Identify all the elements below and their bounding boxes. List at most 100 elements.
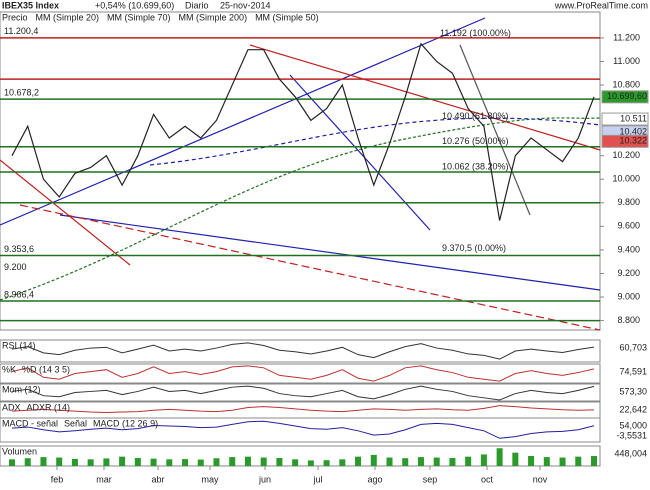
y-tick-label: 8.800 bbox=[617, 315, 640, 325]
panel-value: 573,30 bbox=[619, 386, 647, 396]
volume-bar bbox=[575, 456, 582, 466]
volume-bar bbox=[119, 456, 126, 466]
fib-label: 10.062 (38.20%) bbox=[442, 161, 509, 171]
volume-bar bbox=[182, 459, 189, 466]
volume-bar bbox=[24, 458, 31, 466]
x-tick-label: sep bbox=[423, 474, 438, 484]
volume-bar bbox=[480, 454, 487, 466]
x-tick-label: jul bbox=[312, 474, 322, 484]
price-line bbox=[11, 42, 595, 221]
y-tick-label: 11.200 bbox=[613, 32, 640, 42]
y-tick-label: 9.800 bbox=[617, 197, 640, 207]
volume-bar bbox=[512, 452, 519, 466]
panel-value: 74,591 bbox=[619, 366, 647, 376]
indicator-panel bbox=[0, 339, 601, 363]
x-tick-label: jun bbox=[258, 474, 271, 484]
volume-bar bbox=[71, 458, 78, 466]
volume-bar bbox=[276, 458, 283, 466]
panel-title: %D (14 3 5) bbox=[22, 364, 70, 374]
volume-bar bbox=[9, 459, 15, 466]
price-label: 10.402 bbox=[619, 126, 647, 136]
volume-bar bbox=[292, 459, 299, 466]
price-label: 10.322 bbox=[619, 136, 647, 146]
volume-bar bbox=[402, 458, 409, 466]
period: Diario bbox=[185, 0, 209, 10]
panel-title: Señal bbox=[64, 418, 87, 428]
price-label-box bbox=[601, 112, 649, 126]
indicator-line bbox=[11, 365, 595, 382]
left-label: 9.353,6 bbox=[4, 244, 34, 254]
left-label: 8.966,4 bbox=[4, 289, 34, 299]
panel-value: 22,642 bbox=[619, 404, 647, 414]
x-tick-label: mar bbox=[96, 474, 112, 484]
indicator-line bbox=[11, 385, 595, 401]
legend-entry: MM (Simple 50) bbox=[255, 12, 319, 22]
volume-bar bbox=[150, 458, 157, 466]
panel-value: -3,5531 bbox=[616, 430, 647, 440]
volume-bar bbox=[417, 457, 424, 466]
volume-bar bbox=[386, 457, 393, 466]
volume-bar bbox=[213, 458, 220, 466]
volume-bar bbox=[307, 460, 314, 466]
legend-entry: Precio bbox=[2, 12, 28, 22]
volume-bar bbox=[543, 457, 550, 466]
volume-bar bbox=[40, 457, 47, 466]
legend-entry: MM (Simple 20) bbox=[36, 12, 100, 22]
panel-title: MACD (12 26 9) bbox=[93, 418, 158, 428]
panel-title: RSI (14) bbox=[2, 340, 36, 350]
volume-bar bbox=[339, 459, 346, 466]
y-tick-label: 10.200 bbox=[612, 150, 640, 160]
left-label: 11.200,4 bbox=[4, 26, 38, 36]
volume-bar bbox=[260, 457, 267, 466]
x-tick-label: feb bbox=[51, 474, 64, 484]
legend-entry: MM (Simple 70) bbox=[107, 12, 171, 22]
volume-bar bbox=[197, 459, 204, 466]
fib-label: 10.276 (50.00%) bbox=[442, 136, 509, 146]
price-label: 10.511 bbox=[620, 113, 647, 123]
volume-bar bbox=[56, 457, 63, 466]
y-tick-label: 10.800 bbox=[612, 79, 640, 89]
volume-bar bbox=[496, 448, 503, 466]
panel-title: ADX bbox=[2, 402, 21, 412]
indicator-panel bbox=[0, 363, 601, 384]
x-tick-label: may bbox=[201, 474, 219, 484]
volume-bar bbox=[166, 459, 173, 466]
fib-label: 11.192 (100.00%) bbox=[440, 28, 511, 38]
volume-bar bbox=[134, 458, 141, 466]
x-tick-label: abr bbox=[151, 474, 164, 484]
fib-label: 10.490 (61.80%) bbox=[442, 111, 509, 121]
indicator-panel bbox=[0, 383, 601, 402]
subtitle: +0,54% (10.699,60) bbox=[95, 0, 174, 10]
volume-bar bbox=[465, 456, 472, 466]
x-tick-label: nov bbox=[533, 474, 548, 484]
indicator-line bbox=[11, 420, 595, 439]
panel-title: Mom (12) bbox=[2, 384, 41, 394]
fib-label: 9.370,5 (0.00%) bbox=[442, 243, 506, 253]
price-label: 10.699,60 bbox=[607, 91, 647, 101]
panel-title: Volumen bbox=[2, 446, 37, 456]
volume-bar bbox=[87, 459, 94, 466]
panel-title: %K bbox=[2, 364, 16, 374]
left-label: 9.200 bbox=[4, 262, 27, 272]
volume-bar bbox=[103, 458, 110, 466]
volume-bar bbox=[229, 457, 236, 466]
price-label-box bbox=[601, 134, 649, 148]
panel-value: 60,703 bbox=[619, 342, 647, 352]
panel-value: 54,000 bbox=[619, 420, 647, 430]
x-tick-label: ago bbox=[367, 474, 382, 484]
volume-bar bbox=[370, 454, 377, 466]
price-label-box bbox=[601, 90, 649, 104]
main-panel bbox=[0, 11, 601, 331]
trendlines bbox=[0, 17, 601, 331]
panel-title: MACD - señal bbox=[2, 418, 58, 428]
volume-bar bbox=[559, 457, 566, 466]
watermark: www.ProRealTime.com bbox=[554, 0, 648, 10]
left-label: 10.678,2 bbox=[4, 88, 39, 98]
x-tick-label: oct bbox=[481, 474, 494, 484]
indicator-line bbox=[11, 342, 595, 360]
y-tick-label: 9.200 bbox=[617, 268, 640, 278]
y-tick-label: 9.000 bbox=[617, 291, 640, 301]
y-tick-label: 11.000 bbox=[613, 56, 640, 66]
volume-bar bbox=[591, 456, 597, 466]
